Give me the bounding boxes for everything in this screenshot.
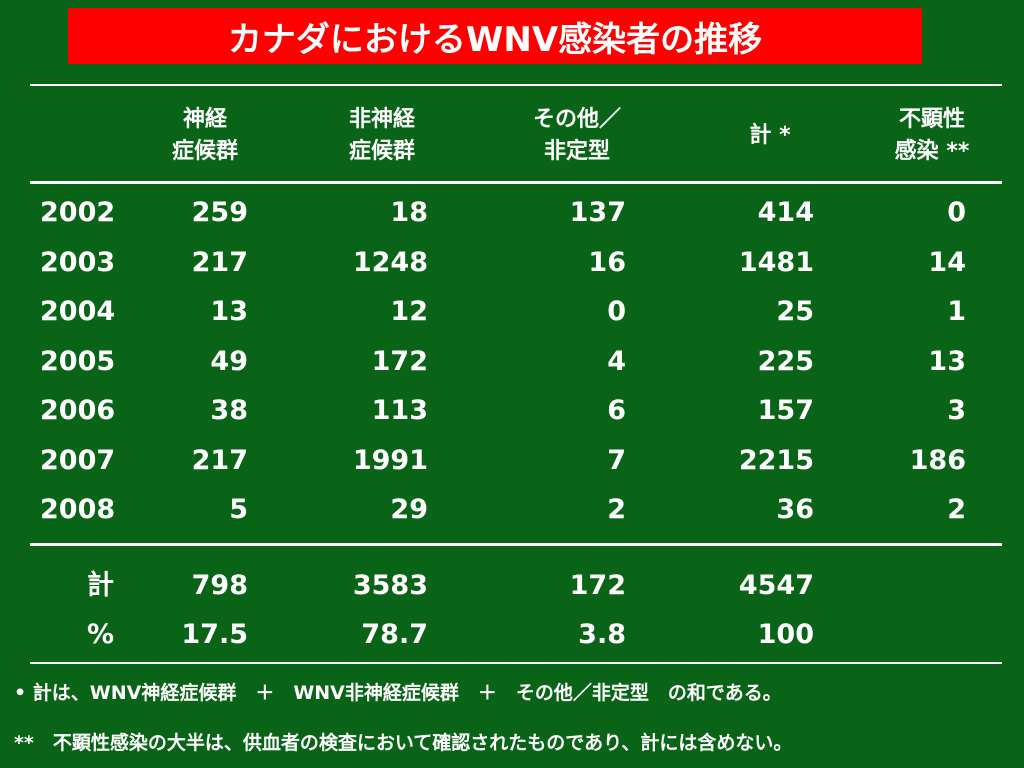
table-cell: 137 [569, 197, 626, 228]
table-cell: 172 [371, 345, 428, 377]
table-cell: 1991 [352, 444, 428, 476]
totals-label: % [86, 619, 114, 650]
row-year: 2002 [40, 197, 116, 228]
table-cell: 2 [607, 494, 626, 525]
table-cell: 7 [607, 444, 626, 476]
row-year: 2007 [40, 444, 116, 476]
table-cell: 36 [776, 494, 814, 525]
table-cell: 14 [928, 246, 966, 278]
header-other: その他／ 非定型 [512, 104, 642, 168]
header-bottom-rule [30, 181, 1002, 184]
table-cell: 6 [607, 395, 626, 426]
table-cell: 217 [191, 444, 248, 476]
totals-cell: 78.7 [361, 619, 428, 650]
header-subclinical-line1: 不顕性 [898, 107, 965, 132]
header-subclinical: 不顕性 感染 ** [872, 104, 992, 168]
footnote-sum: • 計は、WNV神経症候群 ＋ WNV非神経症候群 ＋ その他／非定型 の和であ… [14, 682, 782, 704]
totals-cell: 100 [757, 619, 814, 650]
totals-label: 計 [87, 570, 114, 601]
table-cell: 157 [757, 395, 814, 426]
totals-cell: 3583 [352, 570, 428, 601]
table-cell: 1248 [352, 246, 428, 278]
header-non-neuro-line2: 症候群 [348, 139, 415, 164]
totals-top-rule [30, 543, 1002, 546]
table-cell: 0 [947, 197, 966, 228]
table-cell: 259 [191, 197, 248, 228]
row-year: 2003 [40, 246, 116, 278]
table-cell: 18 [390, 197, 428, 228]
table-bottom-rule [30, 662, 1002, 664]
header-neuro-line2: 症候群 [171, 139, 238, 164]
table-cell: 0 [607, 296, 626, 327]
header-subclinical-line2: 感染 ** [894, 139, 970, 164]
table-cell: 217 [191, 246, 248, 278]
footnote-subclinical: ** 不顕性感染の大半は、供血者の検査において確認されたものであり、計には含めな… [14, 732, 793, 754]
totals-cell: 4547 [738, 570, 814, 601]
table-cell: 1481 [738, 246, 814, 278]
table-cell: 225 [757, 345, 814, 377]
table-cell: 12 [390, 296, 428, 327]
totals-cell: 17.5 [181, 619, 248, 650]
row-year: 2004 [40, 296, 116, 327]
table-cell: 25 [776, 296, 814, 327]
table-cell: 5 [229, 494, 248, 525]
row-year: 2006 [40, 395, 116, 426]
header-total: 計 * [720, 120, 820, 152]
table-cell: 186 [909, 444, 966, 476]
header-total-line1: 計 * [749, 123, 791, 148]
totals-cell: 798 [191, 570, 248, 601]
table-cell: 414 [757, 197, 814, 228]
table-cell: 13 [210, 296, 248, 327]
totals-cell: 172 [569, 570, 626, 601]
table-cell: 38 [210, 395, 248, 426]
header-non-neuro-line1: 非神経 [348, 107, 415, 132]
header-other-line1: その他／ [532, 107, 621, 132]
header-non-neuro: 非神経 症候群 [322, 104, 442, 168]
table-cell: 4 [607, 345, 626, 377]
slide-title: カナダにおけるWNV感染者の推移 [68, 8, 922, 64]
header-neuro: 神経 症候群 [150, 104, 260, 168]
table-cell: 2215 [738, 444, 814, 476]
table-cell: 13 [928, 345, 966, 377]
header-other-line2: 非定型 [543, 139, 610, 164]
table-top-rule [30, 84, 1002, 86]
table-cell: 2 [947, 494, 966, 525]
row-year: 2008 [40, 494, 116, 525]
table-cell: 1 [947, 296, 966, 327]
table-cell: 49 [210, 345, 248, 377]
table-cell: 16 [588, 246, 626, 278]
row-year: 2005 [40, 345, 116, 377]
table-cell: 113 [371, 395, 428, 426]
table-cell: 3 [947, 395, 966, 426]
table-cell: 29 [390, 494, 428, 525]
header-neuro-line1: 神経 [182, 107, 227, 132]
totals-cell: 3.8 [578, 619, 626, 650]
